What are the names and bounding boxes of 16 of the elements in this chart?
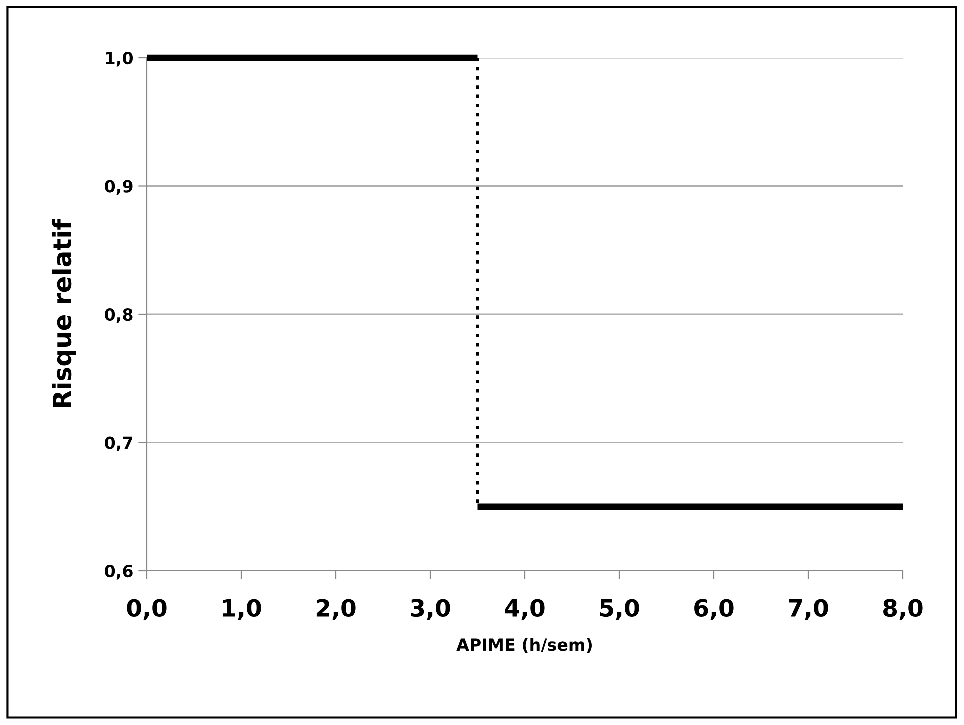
x-axis-title: APIME (h/sem): [456, 638, 592, 654]
x-tick-label: 6,0: [694, 599, 734, 620]
x-tick-label: 1,0: [223, 599, 262, 620]
y-axis-title: Risque relatif: [52, 219, 77, 408]
y-tick-label: 1,0: [106, 52, 134, 67]
y-tick-label: 0,8: [105, 308, 133, 324]
y-tick-label: 0,6: [105, 564, 133, 580]
y-tick-label: 0,9: [105, 180, 133, 195]
x-tick-label: 2,0: [316, 599, 356, 620]
x-tick-label: 8,0: [884, 599, 923, 620]
x-tick-label: 3,0: [411, 599, 450, 620]
x-tick-label: 7,0: [789, 599, 828, 620]
x-tick-label: 5,0: [600, 599, 640, 620]
x-tick-label: 4,0: [505, 599, 545, 620]
y-tick-label: 0,7: [105, 436, 132, 452]
x-tick-label: 0,0: [127, 599, 167, 620]
